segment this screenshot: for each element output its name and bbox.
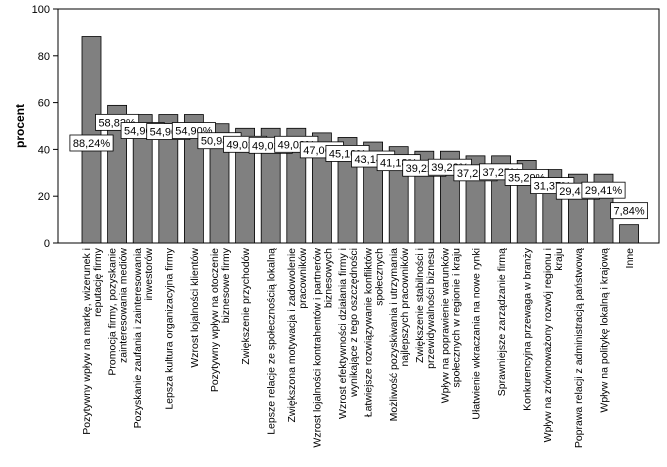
x-category-label: Inne: [624, 248, 636, 269]
x-category-label-line: Zwiększenie stabilności i: [414, 248, 426, 363]
x-category-label-line: Pozytywny wpływ na otoczenie: [209, 248, 221, 392]
x-category-label-line: Promocja firmy, pozyskanie: [107, 248, 119, 376]
x-category-label: Pozyskanie zaufania i zainteresowania inw…: [132, 248, 155, 429]
x-category-label-line: Wzrost lojalności klientów: [189, 248, 201, 368]
x-category-label-line: Lepsza kultura organizacyjna firmy: [163, 247, 175, 409]
y-axis: 0 20 40 60 80 100: [32, 4, 58, 250]
data-label-box: [610, 202, 648, 220]
x-category-label: Wzrost efektywności działania firmy i wyn…: [337, 248, 360, 419]
x-category-label-line: Konkurencyjna przewaga w branży: [522, 247, 534, 411]
x-category-label-line: Pozyskanie zaufania i zainteresowania: [132, 248, 144, 429]
bar: [235, 127, 256, 244]
bar: [619, 224, 639, 244]
x-category-label-line: Wpływ na poprawienie warunków: [439, 248, 451, 404]
x-category-label: Wzrost lojalności kontrahentów i partner…: [311, 248, 334, 448]
x-category-label-line: Inne: [624, 248, 636, 269]
y-tick-label: 40: [38, 144, 50, 156]
x-category-label: Poprawa relacji z administracją państwow…: [573, 248, 585, 448]
x-category-label-line: wynikające z tego oszczędności: [348, 248, 360, 398]
x-category-label-line: Zwiększenie przychodów: [240, 248, 252, 365]
x-category-label: Pozytywny wpływ na otoczenie biznesowe fi…: [209, 247, 232, 392]
data-label: 7,84%: [610, 202, 648, 220]
data-label: 29,41%: [581, 181, 626, 199]
data-label: 88,24%: [69, 134, 114, 152]
x-category-label-line: pracowników: [297, 248, 309, 309]
bar: [158, 114, 179, 244]
x-category-label-line: Wzrost lojalności kontrahentów i partner…: [311, 248, 323, 448]
x-category-label-line: Wzrost efektywności działania firmy i: [337, 248, 349, 419]
x-category-label-line: Zwiększona motywacja i zadowolenie: [286, 248, 298, 423]
x-category-label: Lepsza kultura organizacyjna firmy: [163, 247, 175, 409]
x-category-label-line: reputację firmy: [92, 247, 104, 317]
x-category-label: Promocja firmy, pozyskanie zainteresowani…: [107, 248, 130, 376]
x-category-label: Zwiększenie przychodów: [240, 248, 252, 365]
x-category-label-line: najlepszych pracowników: [399, 248, 411, 367]
y-tick-label: 100: [32, 4, 50, 16]
x-category-label-line: biznesowe firmy: [220, 247, 232, 323]
x-category-label: Lepsze relacje ze społecznością lokalną: [266, 248, 278, 435]
data-label-text: 29,41%: [585, 185, 623, 197]
x-category-label: Ułatwienie wkraczania na nowe rynki: [471, 248, 483, 420]
y-tick-label: 0: [44, 238, 50, 250]
x-category-label: Wpływ na zrównoważony rozwój regionu i kr…: [542, 248, 565, 442]
data-label-text: 7,84%: [613, 206, 644, 218]
x-category-label-line: Lepsze relacje ze społecznością lokalną: [266, 248, 278, 435]
bar: [209, 123, 230, 244]
x-category-label-line: Ułatwienie wkraczania na nowe rynki: [471, 248, 483, 420]
bar: [132, 114, 153, 244]
x-category-label-line: Wpływ na zrównoważony rozwój regionu i: [542, 248, 554, 442]
x-category-label-line: przewidywalności biznesu: [425, 248, 437, 369]
data-labels-group: 88,24%58,82%54,90%54,90%54,90%50,98%49,0…: [69, 113, 648, 220]
x-category-label-line: Sprawniejsze zarządzanie firmą: [496, 248, 508, 396]
x-category-label-line: zainteresowania mediów: [118, 248, 130, 363]
y-tick-label: 60: [38, 98, 50, 110]
x-category-label: Łatwiejsze rozwiązywanie konfliktów społe…: [363, 248, 386, 418]
x-category-label-line: kraju: [553, 248, 565, 271]
bar: [260, 127, 281, 244]
x-category-label: Sprawniejsze zarządzanie firmą: [496, 248, 508, 396]
x-category-label-line: społecznych: [374, 248, 386, 306]
x-category-label-line: Poprawa relacji z administracją państwow…: [573, 248, 585, 448]
x-category-label-line: Pozytywny wpływ na markę, wizerunek i: [81, 248, 93, 435]
x-category-label: Zwiększenie stabilności i przewidywalnośc…: [414, 248, 437, 369]
y-axis-title: procent: [13, 104, 27, 148]
x-category-label: Konkurencyjna przewaga w branży: [522, 247, 534, 411]
x-category-label: Pozytywny wpływ na markę, wizerunek i rep…: [81, 247, 104, 434]
x-category-label-line: Możliwość pozyskiwania i utrzymania: [388, 248, 400, 421]
x-category-label-line: inwestorów: [143, 248, 155, 301]
y-tick-label: 20: [38, 191, 50, 203]
x-category-label: Możliwość pozyskiwania i utrzymania najle…: [388, 248, 411, 422]
x-category-label: Wzrost lojalności klientów: [189, 248, 201, 368]
data-label-box: [69, 134, 114, 152]
x-axis-category-labels: Pozytywny wpływ na markę, wizerunek i rep…: [81, 247, 636, 448]
y-tick-label: 80: [38, 51, 50, 63]
x-category-label-line: biznesowych: [322, 248, 334, 308]
data-label-text: 88,24%: [73, 138, 111, 150]
x-category-label-line: Wpływ na politykę lokalną i krajową: [599, 248, 611, 413]
x-category-label: Wpływ na politykę lokalną i krajową: [599, 248, 611, 413]
data-label-box: [581, 181, 626, 199]
x-category-label-line: społecznych w regionie i kraju: [450, 248, 462, 388]
x-category-label-line: Łatwiejsze rozwiązywanie konfliktów: [363, 248, 375, 418]
x-category-label: Zwiększona motywacja i zadowolenie pracow…: [286, 248, 309, 423]
x-category-label: Wpływ na poprawienie warunków społecznych…: [439, 248, 462, 404]
